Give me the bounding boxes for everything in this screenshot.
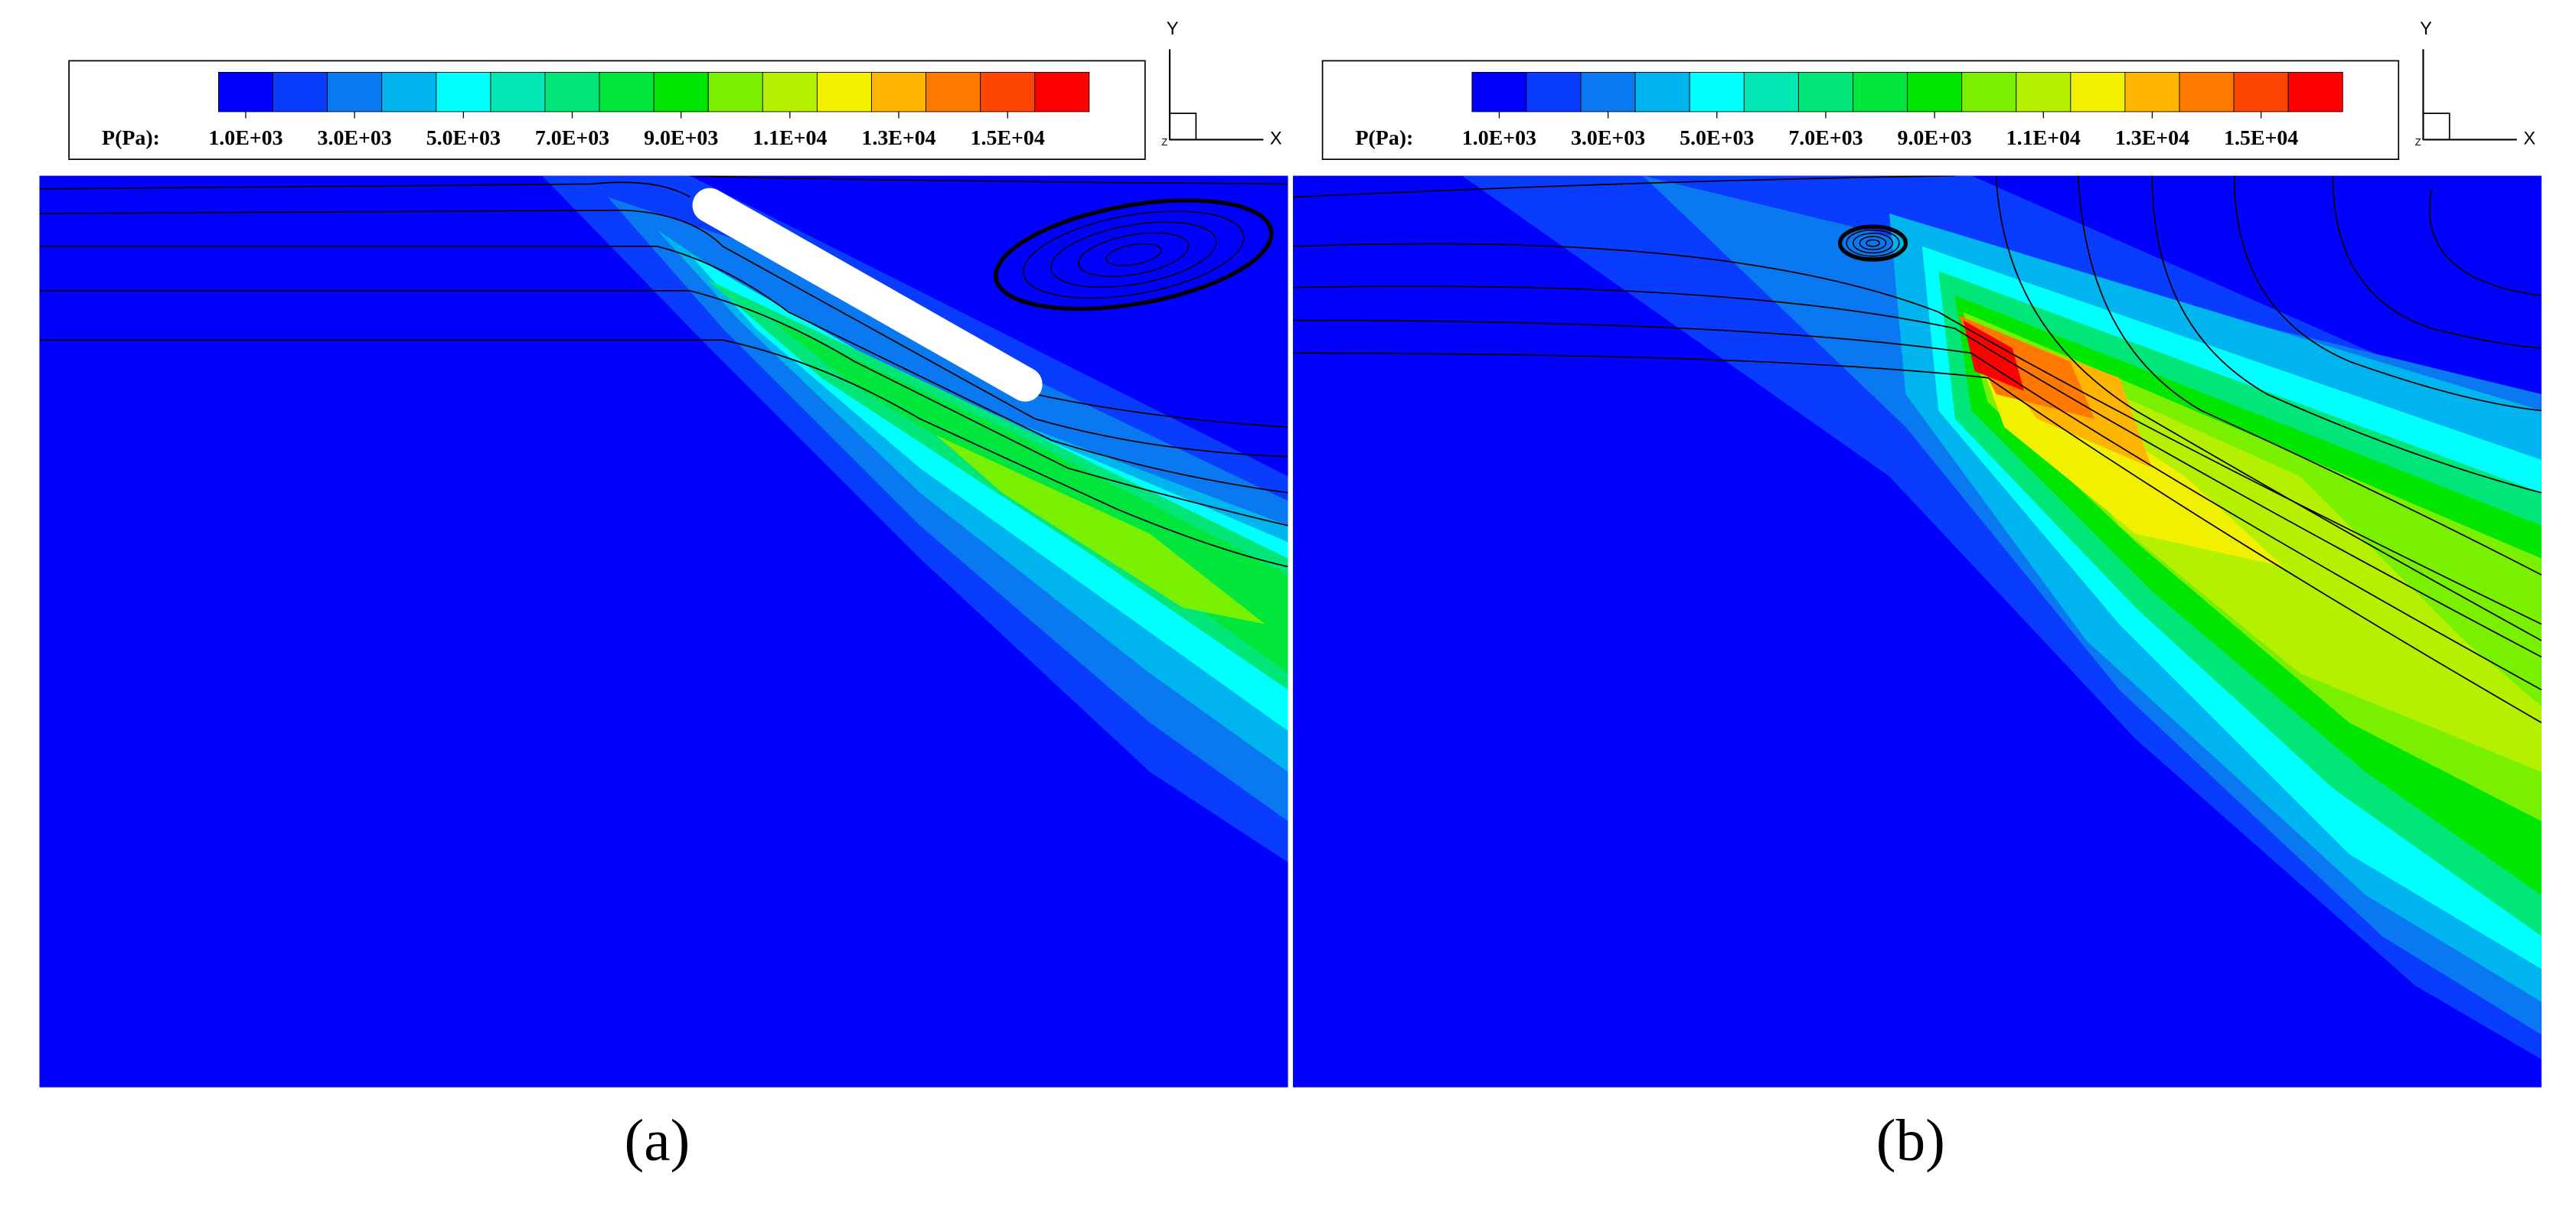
streamline bbox=[39, 246, 1288, 494]
colorbar-swatch bbox=[1797, 72, 1853, 113]
streamline bbox=[1292, 352, 2542, 724]
vortex bbox=[1837, 224, 1908, 262]
streamline bbox=[2332, 175, 2542, 349]
colorbar-swatch bbox=[544, 72, 600, 113]
axis-y-label: Y bbox=[1167, 19, 1179, 39]
axis-x-label: X bbox=[1270, 129, 1282, 149]
colorbar-tick-label: 1.1E+04 bbox=[753, 126, 827, 150]
colorbar-tick-label: 1.0E+03 bbox=[208, 126, 282, 150]
colorbar-swatch bbox=[816, 72, 872, 113]
colorbar-tick-label: 1.0E+03 bbox=[1462, 126, 1536, 150]
colorbar-swatch bbox=[2233, 72, 2289, 113]
streamline bbox=[1292, 319, 2542, 691]
vortex bbox=[1078, 232, 1190, 277]
colorbar-swatch bbox=[1961, 72, 2017, 113]
plate bbox=[692, 188, 1043, 402]
colorbar-swatch bbox=[1743, 72, 1799, 113]
colorbar-swatch bbox=[1471, 72, 1527, 113]
axis-origin-box bbox=[1169, 113, 1197, 141]
colorbar-swatch bbox=[217, 72, 273, 113]
colorbar-swatch bbox=[1526, 72, 1582, 113]
colorbar-tick-label: 1.5E+04 bbox=[2224, 126, 2298, 150]
streamline bbox=[1995, 175, 2542, 641]
axis-z-label: Z bbox=[2415, 136, 2421, 148]
streamline bbox=[39, 289, 1288, 527]
streamline bbox=[2151, 175, 2542, 494]
colorbar-swatch bbox=[1634, 72, 1690, 113]
axis-y-label: Y bbox=[2420, 19, 2432, 39]
colorbar-swatch bbox=[599, 72, 655, 113]
colorbar-swatch bbox=[1580, 72, 1636, 113]
colorbar-swatch bbox=[2287, 72, 2343, 113]
streamline bbox=[39, 209, 1288, 458]
panel-label: (a) bbox=[625, 1107, 691, 1173]
flow-field bbox=[1292, 175, 2542, 1060]
vortex bbox=[1023, 210, 1245, 299]
vortex bbox=[1846, 229, 1900, 257]
streamline bbox=[1292, 285, 2542, 658]
colorbar-swatch bbox=[2179, 72, 2235, 113]
colorbar-title: P(Pa): bbox=[1355, 126, 1413, 150]
colorbar-swatch bbox=[762, 72, 818, 113]
colorbar-tick-label: 5.0E+03 bbox=[426, 126, 501, 150]
contour-band bbox=[1963, 320, 2024, 391]
axis-origin-box bbox=[2422, 113, 2450, 141]
streamline bbox=[1292, 175, 1955, 198]
colorbar-tick-label: 7.0E+03 bbox=[535, 126, 609, 150]
axis-x-label: X bbox=[2523, 129, 2535, 149]
vortex bbox=[994, 198, 1274, 311]
flow-field bbox=[39, 175, 1288, 863]
colorbar-swatch bbox=[1853, 72, 1908, 113]
colorbar-tick-label: 7.0E+03 bbox=[1788, 126, 1863, 150]
streamline bbox=[2077, 175, 2542, 576]
colorbar-swatch bbox=[653, 72, 709, 113]
colorbar-swatch bbox=[1907, 72, 1963, 113]
colorbar-tick-label: 3.0E+03 bbox=[318, 126, 392, 150]
vortex bbox=[1852, 232, 1893, 254]
colorbar-tick-label: 1.3E+04 bbox=[2115, 126, 2189, 150]
colorbar-tick-label: 9.0E+03 bbox=[1898, 126, 1972, 150]
colorbar-swatch bbox=[871, 72, 926, 113]
colorbar-tick-label: 3.0E+03 bbox=[1571, 126, 1645, 150]
colorbar-tick-label: 1.5E+04 bbox=[971, 126, 1045, 150]
vortex bbox=[1866, 239, 1880, 247]
colorbar-tick-label: 5.0E+03 bbox=[1680, 126, 1754, 150]
colorbar-tick-label: 9.0E+03 bbox=[644, 126, 718, 150]
colorbar-swatch bbox=[2016, 72, 2072, 113]
vortex bbox=[1859, 236, 1887, 250]
axis-z-label: Z bbox=[1161, 136, 1167, 148]
colorbar-swatch bbox=[707, 72, 763, 113]
colorbar-swatch bbox=[2070, 72, 2126, 113]
streamline bbox=[39, 181, 691, 198]
vortex bbox=[1050, 221, 1217, 288]
colorbar-swatch bbox=[980, 72, 1036, 113]
colorbar-swatch bbox=[1689, 72, 1745, 113]
colorbar-swatch bbox=[490, 72, 546, 113]
colorbar-swatch bbox=[2124, 72, 2180, 113]
colorbar-tick-label: 1.1E+04 bbox=[2006, 126, 2081, 150]
streamline bbox=[39, 339, 1288, 568]
colorbar-swatch bbox=[1034, 72, 1090, 113]
colorbar-swatch bbox=[926, 72, 981, 113]
streamline bbox=[1034, 393, 1288, 428]
colorbar-swatch bbox=[327, 72, 383, 113]
streamline bbox=[2428, 188, 2542, 297]
colorbar-swatch bbox=[273, 72, 328, 113]
colorbar-tick-label: 1.3E+04 bbox=[861, 126, 935, 150]
colorbar-swatch bbox=[381, 72, 437, 113]
colorbar-title: P(Pa): bbox=[102, 126, 160, 150]
streamline bbox=[2233, 175, 2542, 412]
colorbar-swatch bbox=[436, 72, 491, 113]
vortex bbox=[1105, 243, 1162, 266]
panel-label: (b) bbox=[1876, 1107, 1945, 1173]
streamline bbox=[690, 175, 1288, 185]
contour-band bbox=[936, 435, 1265, 625]
